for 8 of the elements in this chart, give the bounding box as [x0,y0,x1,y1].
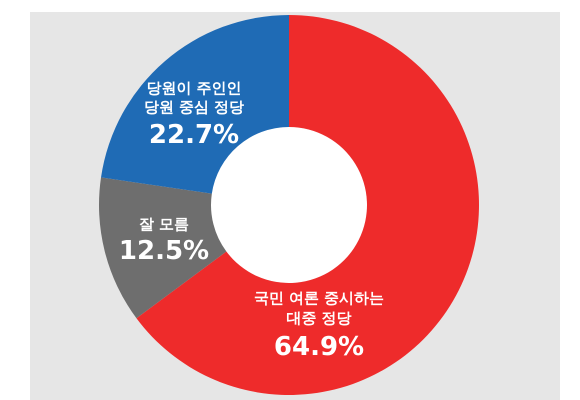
slice-label: 당원이 주인인 당원 중심 정당 [144,79,244,116]
slice-label: 국민 여론 중시하는 대중 정당 [254,289,384,327]
donut-slice [99,177,226,318]
donut-slice [101,15,289,194]
slice-label: 잘 모름 [138,215,190,233]
data-label: 22.7% [148,120,240,150]
data-label: 64.9% [274,332,364,362]
data-label: 12.5% [118,236,210,266]
